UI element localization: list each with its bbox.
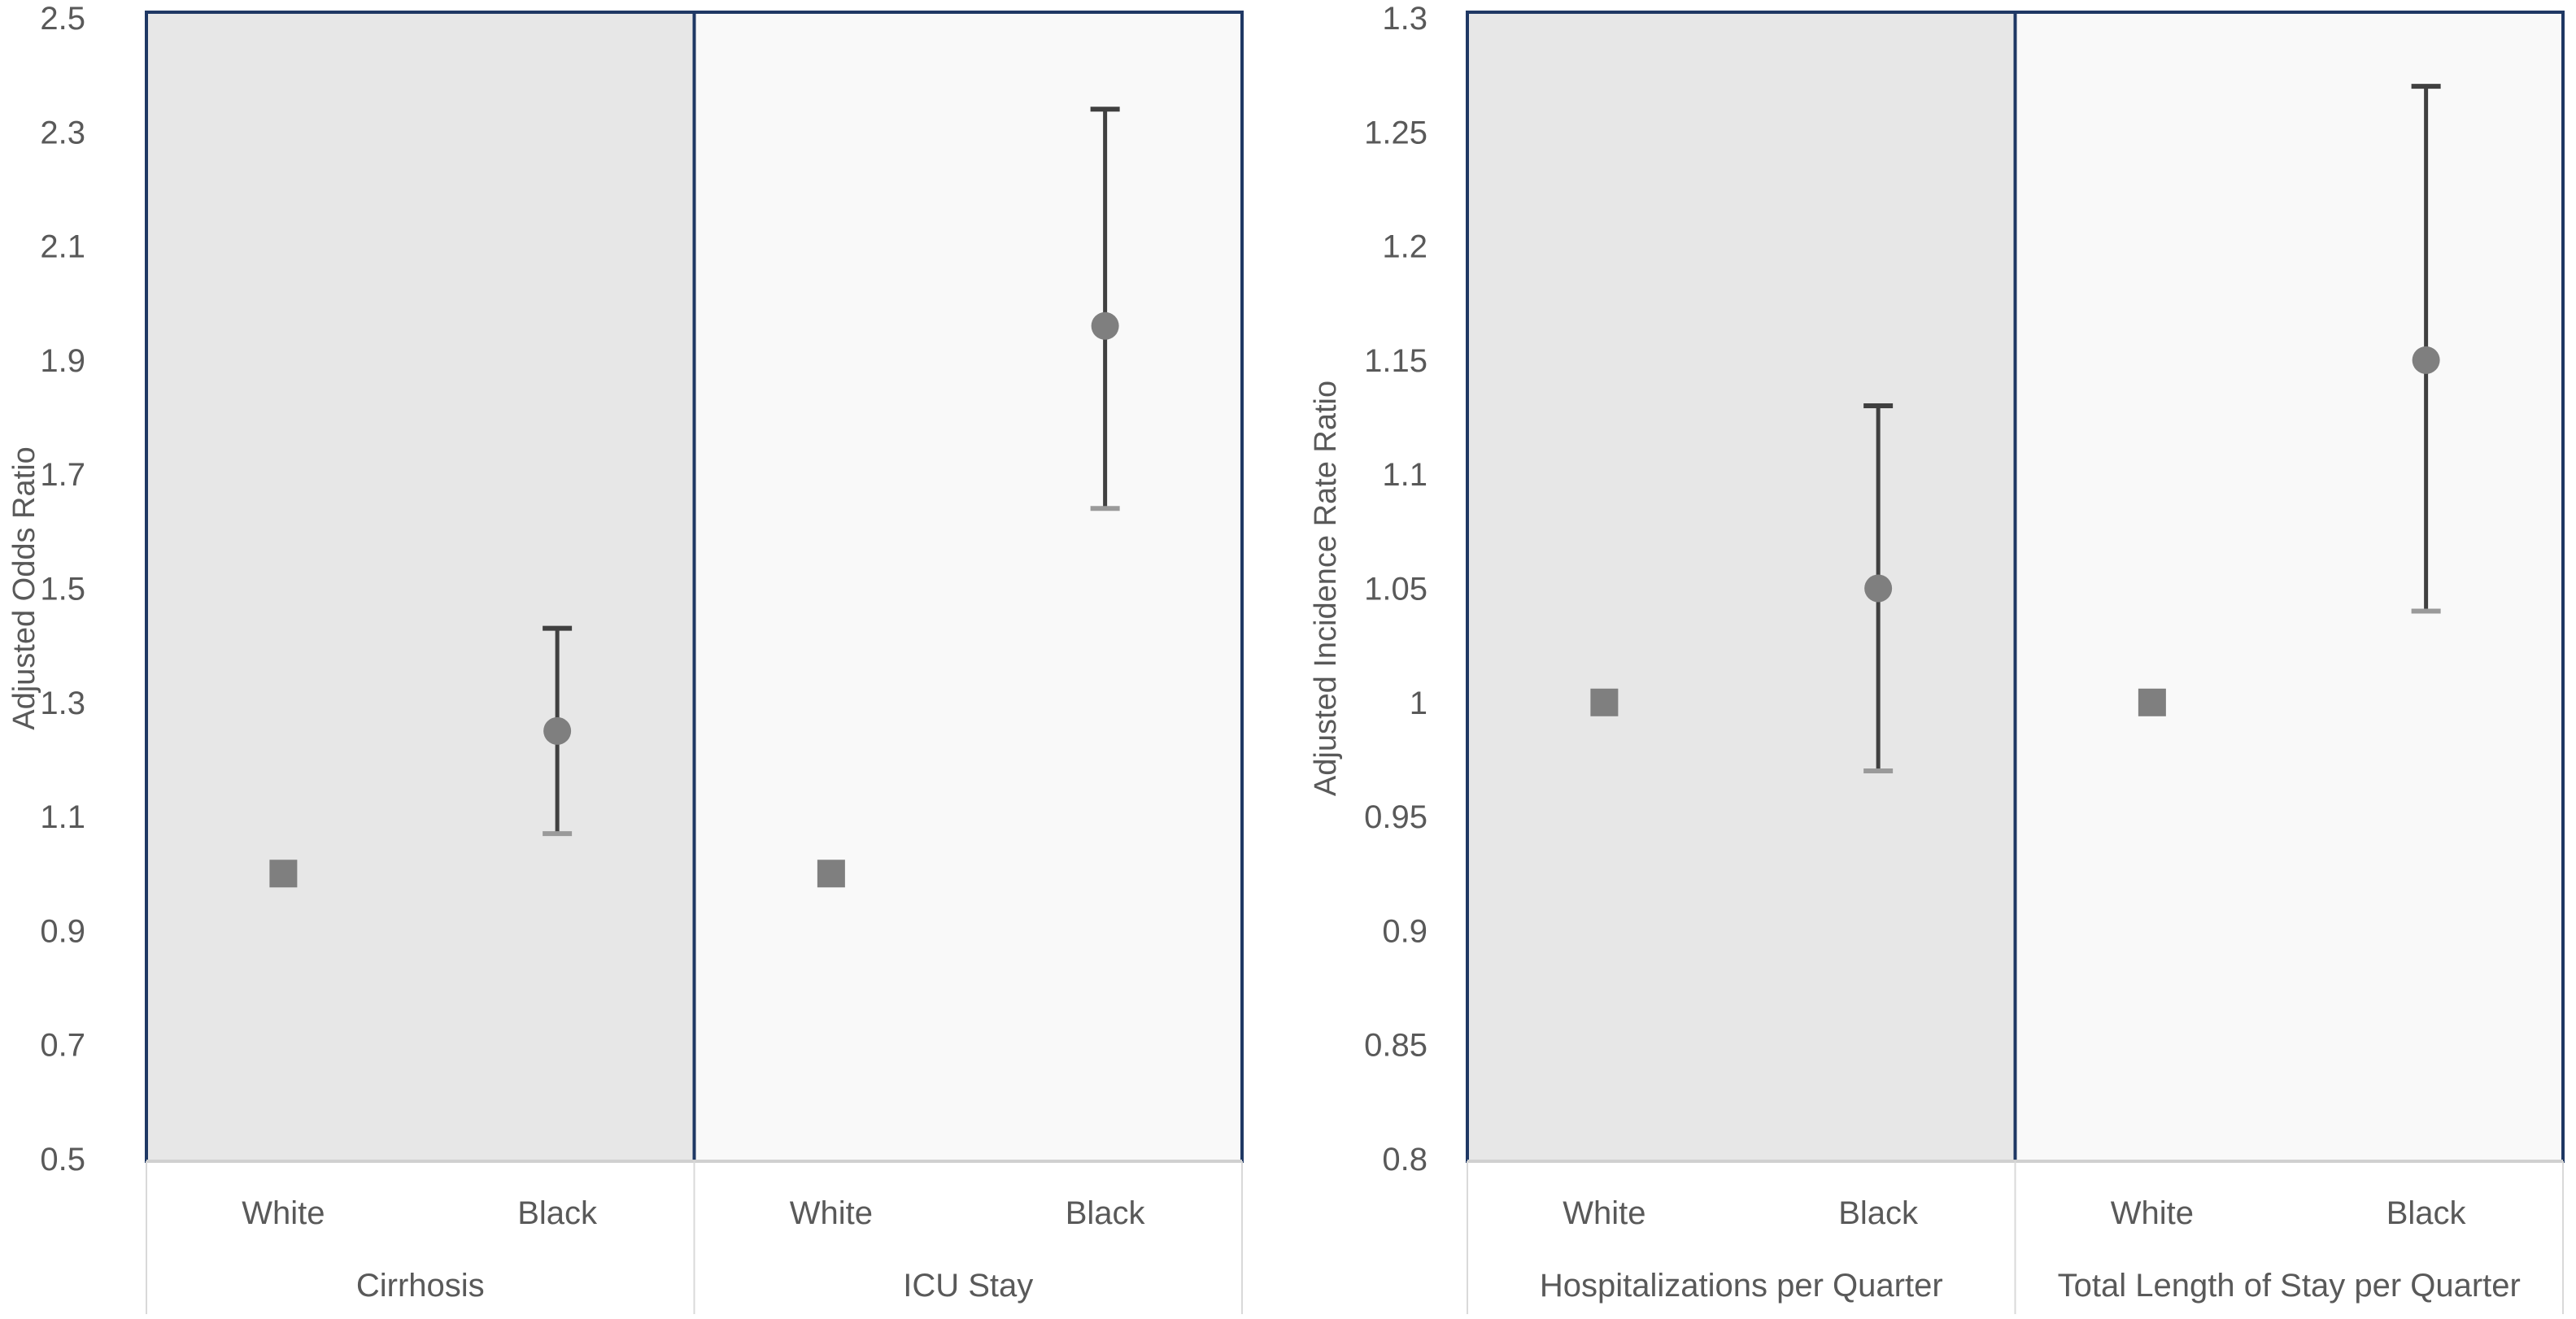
y-tick-label: 1.1: [1382, 457, 1427, 493]
y-tick-label: 2.1: [40, 229, 85, 265]
category-label: Black: [1838, 1195, 1919, 1231]
data-point-square: [2138, 688, 2166, 716]
y-tick-label: 1: [1410, 686, 1427, 721]
y-tick-label: 1.25: [1364, 115, 1427, 150]
y-tick-label: 2.3: [40, 115, 85, 150]
y-tick-label: 0.95: [1364, 799, 1427, 835]
y-tick-label: 1.2: [1382, 229, 1427, 265]
y-axis-title: Adjusted Odds Ratio: [7, 446, 41, 730]
y-tick-label: 1.05: [1364, 572, 1427, 607]
data-point-square: [817, 860, 845, 888]
category-label: White: [1563, 1195, 1645, 1231]
data-point-circle: [1091, 311, 1119, 340]
group-label: Hospitalizations per Quarter: [1540, 1268, 1943, 1304]
category-label: Black: [2386, 1195, 2467, 1231]
y-tick-label: 0.5: [40, 1142, 85, 1178]
data-point-circle: [1864, 574, 1893, 603]
category-label: White: [242, 1195, 325, 1231]
y-tick-label: 1.9: [40, 343, 85, 379]
data-point-square: [1590, 688, 1619, 716]
category-label: Black: [517, 1195, 598, 1231]
group-background: [694, 12, 1242, 1161]
chart-panel-2: 0.8 0.85 0.9 0.95 1 1.05 1.1 1.15 1.2 1.25 1.3 Adju…: [1309, 1, 2565, 1314]
y-tick-label: 1.15: [1364, 343, 1427, 379]
y-tick-label: 1.7: [40, 457, 85, 493]
y-tick-label: 1.3: [1382, 1, 1427, 37]
group-label: ICU Stay: [903, 1268, 1033, 1304]
group-background: [146, 12, 695, 1161]
group-background: [2015, 12, 2563, 1161]
y-tick-label: 0.85: [1364, 1028, 1427, 1064]
chart-panel-1: 0.5 0.7 0.9 1.1 1.3 1.5 1.7 1.9 2.1 2.3 2.5 Adjuste…: [7, 1, 1244, 1314]
y-tick-label: 1.3: [40, 686, 85, 721]
data-point-circle: [2412, 346, 2440, 374]
group-label: Cirrhosis: [356, 1268, 485, 1304]
y-tick-label: 1.1: [40, 799, 85, 835]
data-point-square: [269, 860, 298, 888]
category-label: White: [2111, 1195, 2194, 1231]
y-axis-title: Adjusted Incidence Rate Ratio: [1309, 381, 1343, 796]
category-label: White: [790, 1195, 873, 1231]
y-tick-label: 0.9: [1382, 913, 1427, 949]
data-point-circle: [543, 716, 572, 745]
group-background: [1467, 12, 2016, 1161]
y-tick-label: 0.9: [40, 913, 85, 949]
y-tick-label: 0.8: [1382, 1142, 1427, 1178]
y-tick-label: 1.5: [40, 572, 85, 607]
category-label: Black: [1066, 1195, 1146, 1231]
y-tick-label: 0.7: [40, 1028, 85, 1064]
group-label: Total Length of Stay per Quarter: [2058, 1268, 2521, 1304]
y-tick-label: 2.5: [40, 1, 85, 37]
